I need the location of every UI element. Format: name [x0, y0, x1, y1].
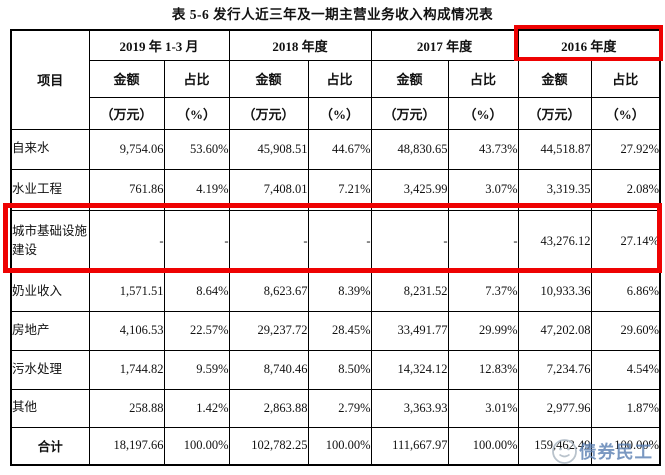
amount-cell: 10,933.36	[517, 271, 592, 312]
ratio-cell: 6.86%	[590, 271, 661, 312]
amount-cell: 3,363.93	[370, 388, 449, 428]
header-amount-unit: （万元）	[228, 96, 309, 130]
header-row-years: 项目 2019 年 1-3 月 2018 年度 2017 年度 2016 年度	[10, 29, 661, 130]
ratio-cell: 7.37%	[447, 271, 519, 312]
ratio-cell: 3.01%	[447, 388, 519, 428]
amount-cell: 2,863.88	[228, 388, 309, 428]
header-ratio-unit: （%）	[163, 96, 230, 130]
amount-cell: 8,740.46	[228, 349, 309, 390]
amount-cell: -	[88, 209, 165, 273]
ratio-cell: 1.42%	[163, 388, 230, 428]
header-amount-unit: （万元）	[370, 96, 449, 130]
amount-cell: 4,106.53	[88, 310, 165, 351]
amount-cell: 44,518.87	[517, 128, 592, 170]
ratio-cell: 4.54%	[590, 349, 661, 390]
header-year-2018: 2018 年度	[228, 29, 372, 61]
ratio-cell: 2.79%	[307, 388, 372, 428]
ratio-cell: 29.60%	[590, 310, 661, 351]
ratio-cell: 9.59%	[163, 349, 230, 390]
ratio-cell: 28.45%	[307, 310, 372, 351]
amount-cell: 33,491.77	[370, 310, 449, 351]
highlight-box-infrastructure-row	[3, 203, 662, 273]
amount-cell: 2,977.96	[517, 388, 592, 428]
amount-cell: 8,623.67	[228, 271, 309, 312]
highlight-box-2016-header	[514, 25, 663, 61]
ratio-cell: 100.00%	[590, 426, 661, 466]
ratio-cell: 8.39%	[307, 271, 372, 312]
ratio-cell: -	[163, 209, 230, 273]
header-amount: 金额	[517, 59, 592, 98]
ratio-cell: 100.00%	[447, 426, 519, 466]
table-row-dairy: 奶业收入 1,571.51 8.64% 8,623.67 8.39% 8,231…	[10, 271, 661, 312]
amount-cell: 7,234.76	[517, 349, 592, 390]
row-label: 其他	[10, 388, 90, 428]
amount-cell: -	[370, 209, 449, 273]
amount-cell: 1,744.82	[88, 349, 165, 390]
header-item: 项目	[10, 29, 90, 130]
row-label: 房地产	[10, 310, 90, 351]
ratio-cell: 8.50%	[307, 349, 372, 390]
watermark-text: 债券民工	[579, 442, 653, 462]
watermark: 债券民工	[551, 438, 653, 465]
amount-cell: 18,197.66	[88, 426, 165, 466]
table-row-total: 合计 18,197.66 100.00% 102,782.25 100.00% …	[10, 426, 661, 466]
total-row-label: 合计	[10, 426, 90, 466]
header-ratio: 占比	[307, 59, 372, 98]
header-ratio-unit: （%）	[590, 96, 661, 130]
header-amount: 金额	[370, 59, 449, 98]
amount-cell: 102,782.25	[228, 426, 309, 466]
ratio-cell: 8.64%	[163, 271, 230, 312]
ratio-cell: 44.67%	[307, 128, 372, 170]
row-label: 污水处理	[10, 349, 90, 390]
header-ratio-unit: （%）	[307, 96, 372, 130]
ratio-cell: 27.92%	[590, 128, 661, 170]
ratio-cell: 12.83%	[447, 349, 519, 390]
header-amount: 金额	[228, 59, 309, 98]
amount-cell: 9,754.06	[88, 128, 165, 170]
row-label: 奶业收入	[10, 271, 90, 312]
amount-cell: 111,667.97	[370, 426, 449, 466]
header-row-units: （万元） （%） （万元） （%） （万元） （%） （万元） （%）	[11, 96, 661, 130]
header-amount-unit: （万元）	[517, 96, 592, 130]
amount-cell: 47,202.08	[517, 310, 592, 351]
header-year-2017: 2017 年度	[370, 29, 519, 61]
header-ratio: 占比	[447, 59, 519, 98]
ratio-cell: -	[307, 209, 372, 273]
ratio-cell: 22.57%	[163, 310, 230, 351]
amount-cell: 48,830.65	[370, 128, 449, 170]
header-ratio: 占比	[590, 59, 661, 98]
ratio-cell: 1.87%	[590, 388, 661, 428]
header-year-2019: 2019 年 1-3 月	[88, 29, 230, 61]
amount-cell: 45,908.51	[228, 128, 309, 170]
header-row-measures: 金额 占比 金额 占比 金额 占比 金额 占比	[11, 59, 661, 98]
ratio-cell: 100.00%	[163, 426, 230, 466]
header-amount-unit: （万元）	[88, 96, 165, 130]
table-row-real-estate: 房地产 4,106.53 22.57% 29,237.72 28.45% 33,…	[10, 310, 661, 351]
amount-cell: 29,237.72	[228, 310, 309, 351]
ratio-cell: 100.00%	[307, 426, 372, 466]
header-ratio-unit: （%）	[447, 96, 519, 130]
amount-cell: 43,276.12	[517, 209, 592, 273]
row-label: 城市基础设施建设	[10, 209, 90, 273]
table-row-sewage: 污水处理 1,744.82 9.59% 8,740.46 8.50% 14,32…	[10, 349, 661, 390]
ratio-cell: 43.73%	[447, 128, 519, 170]
table-row-other: 其他 258.88 1.42% 2,863.88 2.79% 3,363.93 …	[10, 388, 661, 428]
amount-cell: 14,324.12	[370, 349, 449, 390]
ratio-cell: 53.60%	[163, 128, 230, 170]
header-amount: 金额	[88, 59, 165, 98]
table-row-tap-water: 自来水 9,754.06 53.60% 45,908.51 44.67% 48,…	[10, 128, 661, 170]
table-title: 表 5-6 发行人近三年及一期主营业务收入构成情况表	[171, 7, 494, 22]
smiley-face-icon	[552, 439, 577, 464]
amount-cell: 258.88	[88, 388, 165, 428]
ratio-cell: 29.99%	[447, 310, 519, 351]
header-ratio: 占比	[163, 59, 230, 98]
amount-cell: 8,231.52	[370, 271, 449, 312]
amount-cell: 1,571.51	[88, 271, 165, 312]
row-label: 自来水	[10, 128, 90, 170]
